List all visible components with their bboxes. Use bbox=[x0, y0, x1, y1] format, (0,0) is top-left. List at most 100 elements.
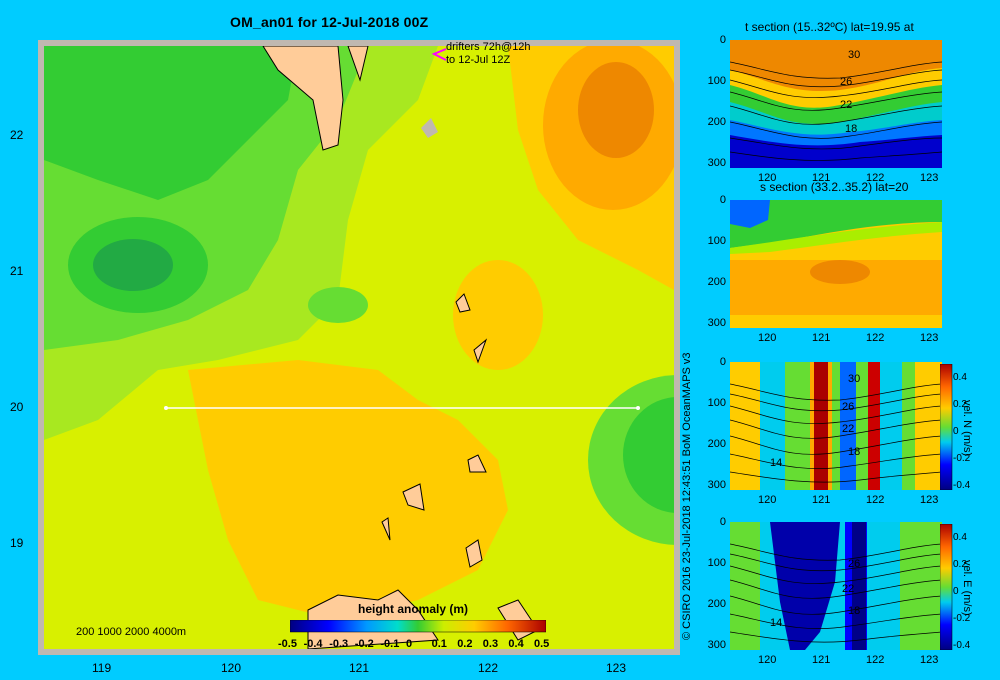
lon-tick: 122 bbox=[866, 494, 885, 506]
depth-tick: 300 bbox=[707, 639, 726, 651]
depth-tick: 100 bbox=[707, 235, 726, 247]
lat-tick: 21 bbox=[10, 264, 24, 278]
credit-text: © CSIRO 2016 23-Jul-2018 12:43:51 BoM Oc… bbox=[681, 352, 693, 640]
vel-n-cb-label: vel. N (m/s) bbox=[961, 400, 973, 457]
colorbar-tick: -0.4 bbox=[303, 638, 323, 650]
vel-colorbar-tick: -0.2 bbox=[953, 453, 971, 464]
vel-colorbar-tick: -0.2 bbox=[953, 613, 971, 624]
contour-label: 22 bbox=[840, 99, 852, 111]
height-anomaly-map: drifters 72h@12h to 12-Jul 12Z 200 1000 … bbox=[38, 40, 680, 655]
vel-n-section-plot: 30 26 22 18 14 bbox=[730, 362, 942, 490]
anomaly-eddy-southeast-core bbox=[623, 397, 674, 513]
colorbar-tick: -0.3 bbox=[329, 638, 349, 650]
map-title: OM_an01 for 12-Jul-2018 00Z bbox=[230, 14, 429, 30]
lon-tick: 121 bbox=[812, 332, 831, 344]
anomaly-eddy-east-core bbox=[578, 62, 654, 158]
lon-tick: 119 bbox=[92, 661, 112, 675]
lon-tick: 123 bbox=[920, 172, 939, 184]
depth-tick: 0 bbox=[719, 356, 726, 368]
vel-colorbar-tick: 0.4 bbox=[953, 372, 967, 383]
contour-label: 26 bbox=[842, 401, 854, 413]
depth-tick: 0 bbox=[719, 194, 726, 206]
vel-colorbar-tick: 0 bbox=[953, 586, 959, 597]
colorbar-tick: 0.4 bbox=[508, 638, 524, 650]
depth-tick: 200 bbox=[707, 116, 726, 128]
vel-e-colorbar bbox=[940, 524, 953, 650]
lon-tick: 121 bbox=[812, 172, 831, 184]
land-islet bbox=[421, 118, 438, 138]
contour-label: 26 bbox=[848, 558, 860, 570]
vel-colorbar-tick: -0.4 bbox=[953, 640, 971, 651]
colorbar-tick: -0.5 bbox=[278, 638, 297, 650]
colorbar-tick: -0.1 bbox=[380, 638, 400, 650]
vel-e-cb-label: vel. E (m/s) bbox=[961, 560, 973, 616]
lon-tick: 121 bbox=[812, 494, 831, 506]
lon-tick: 123 bbox=[920, 494, 939, 506]
depth-tick: 0 bbox=[719, 516, 726, 528]
lon-tick: 123 bbox=[920, 332, 939, 344]
depth-tick: 0 bbox=[719, 34, 726, 46]
section-end-marker bbox=[636, 406, 640, 410]
lon-tick: 122 bbox=[866, 172, 885, 184]
vel-e-section-plot: 26 22 18 14 bbox=[730, 522, 942, 650]
land-islet bbox=[465, 539, 483, 568]
lon-tick: 120 bbox=[758, 172, 777, 184]
depth-tick: 200 bbox=[707, 276, 726, 288]
contour-label: 14 bbox=[770, 457, 782, 469]
lon-tick: 123 bbox=[920, 654, 939, 666]
lon-tick: 122 bbox=[866, 332, 885, 344]
vel-colorbar-tick: -0.4 bbox=[953, 480, 971, 491]
vel-colorbar-tick: 0 bbox=[953, 426, 959, 437]
depth-tick: 100 bbox=[707, 397, 726, 409]
drifter-marker bbox=[431, 48, 447, 61]
contour-label: 30 bbox=[848, 49, 860, 61]
contour-label: 30 bbox=[848, 373, 860, 385]
contour-label: 18 bbox=[845, 123, 857, 135]
drifters-label-1: drifters 72h@12h bbox=[446, 41, 531, 53]
s-section-plot bbox=[730, 200, 942, 328]
depth-legend: 200 1000 2000 4000m bbox=[76, 626, 186, 638]
depth-tick: 100 bbox=[707, 557, 726, 569]
anomaly-eddy-west-core bbox=[93, 239, 173, 291]
contour-label: 22 bbox=[842, 423, 854, 435]
contour-label: 18 bbox=[848, 446, 860, 458]
colorbar-tick: 0 bbox=[406, 638, 413, 650]
anomaly-eddy-small bbox=[308, 287, 368, 323]
lat-tick: 19 bbox=[10, 536, 24, 550]
height-colorbar bbox=[290, 620, 546, 633]
lon-tick: 121 bbox=[349, 661, 370, 675]
colorbar-tick: 0.3 bbox=[482, 638, 499, 650]
depth-tick: 200 bbox=[707, 438, 726, 450]
land-taiwan bbox=[262, 46, 344, 151]
land-islet bbox=[455, 293, 471, 313]
vel-n-colorbar bbox=[940, 364, 953, 490]
lat-tick: 20 bbox=[10, 400, 24, 414]
colorbar-tick: 0.1 bbox=[431, 638, 447, 650]
lat-tick: 22 bbox=[10, 128, 24, 142]
t-section-plot: 30 26 22 18 bbox=[730, 40, 942, 168]
depth-tick: 200 bbox=[707, 598, 726, 610]
colorbar-title: height anomaly (m) bbox=[358, 602, 469, 616]
depth-tick: 300 bbox=[707, 317, 726, 329]
anomaly-region-central bbox=[188, 360, 508, 620]
anomaly-region-green-dark bbox=[44, 46, 298, 200]
section-start-marker bbox=[164, 406, 168, 410]
vel-colorbar-tick: 0.2 bbox=[953, 559, 967, 570]
depth-tick: 100 bbox=[707, 75, 726, 87]
drifters-label-2: to 12-Jul 12Z bbox=[446, 54, 510, 66]
contour-label: 18 bbox=[848, 605, 860, 617]
colorbar-tick: 0.5 bbox=[534, 638, 550, 650]
lon-tick: 120 bbox=[758, 332, 777, 344]
lon-tick: 122 bbox=[478, 661, 499, 675]
lon-tick: 120 bbox=[221, 661, 242, 675]
s-section-title: s section (33.2..35.2) lat=20 bbox=[760, 180, 909, 194]
land-luzon bbox=[307, 589, 439, 649]
land-island-north bbox=[347, 46, 369, 82]
t-section-title: t section (15..32ºC) lat=19.95 at bbox=[745, 20, 914, 34]
contour-label: 26 bbox=[840, 76, 852, 88]
land-islet bbox=[467, 454, 487, 473]
contour-label: 22 bbox=[842, 583, 854, 595]
lon-tick: 120 bbox=[758, 494, 777, 506]
colorbar-tick-row: -0.5 -0.4 -0.3 -0.2 -0.1 0 0.1 0.2 0.3 0.4 0.5 bbox=[278, 638, 558, 654]
lon-tick: 123 bbox=[606, 661, 627, 675]
